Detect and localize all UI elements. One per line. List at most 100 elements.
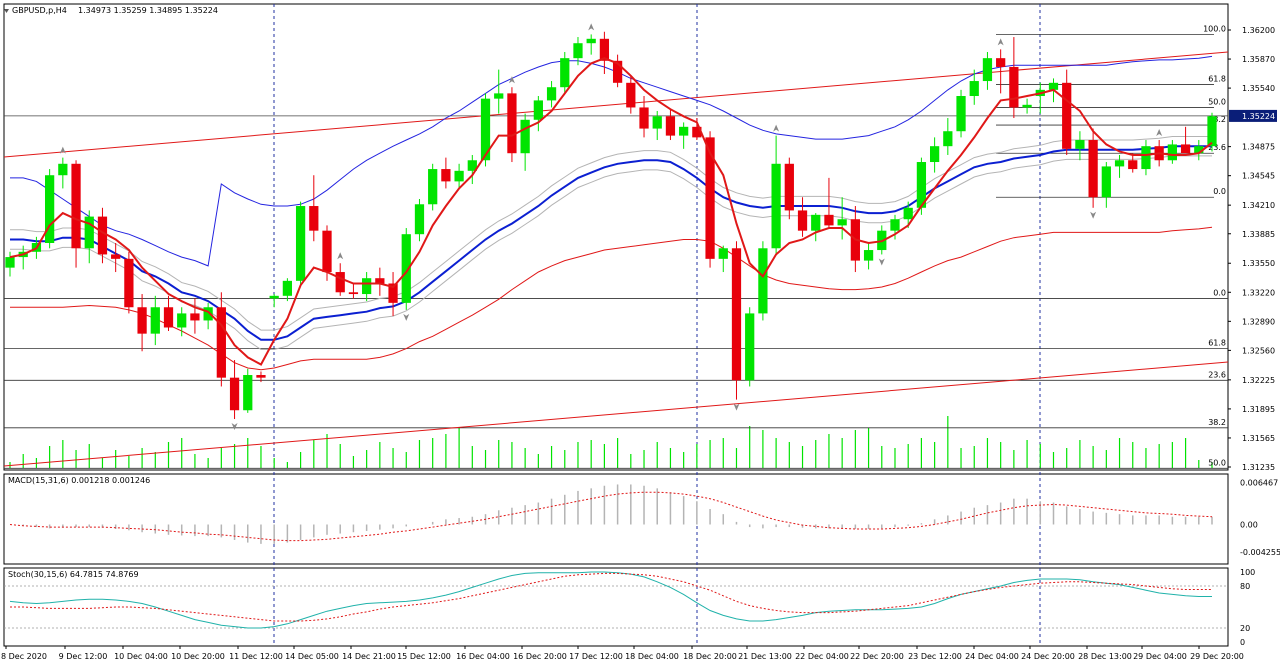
candle-bull xyxy=(573,43,583,59)
candle-bull xyxy=(480,98,491,161)
fractal-up-arrow-icon xyxy=(997,38,1004,46)
moving-average-red-line xyxy=(9,57,1213,366)
fibo-right-level-label: 23.6 xyxy=(1208,143,1226,152)
candle-bear xyxy=(1180,144,1191,154)
price-axis-label: 1.34210 xyxy=(1242,201,1275,210)
candle-bear xyxy=(190,313,200,321)
price-pane[interactable]: 0.0 61.8 23.6 38.2 50.0 100.0 61.8 50.0 38.2 23.6… xyxy=(4,23,1228,469)
macd-pane[interactable] xyxy=(9,484,1213,544)
candle-bull xyxy=(282,280,293,296)
time-axis-label: 11 Dec 12:00 xyxy=(229,652,283,661)
time-axis-label: 22 Dec 04:00 xyxy=(795,652,849,661)
candle-bull xyxy=(718,248,728,259)
fibo-right-level-label: 50.0 xyxy=(1208,97,1226,106)
candle-bull xyxy=(428,169,438,205)
time-axis-label: 14 Dec 05:00 xyxy=(285,652,339,661)
candle-bull xyxy=(84,216,94,249)
stochastic-signal-line xyxy=(10,572,1212,622)
fractal-up-arrow-icon xyxy=(337,252,344,260)
candle-bull xyxy=(1022,104,1032,108)
fibo-right-level-label: 38.2 xyxy=(1208,115,1226,124)
candle-bull xyxy=(758,248,768,314)
price-axis-label: 1.34875 xyxy=(1242,143,1275,152)
candle-bull xyxy=(982,58,993,82)
candle-bull xyxy=(903,207,913,220)
trendline-lower xyxy=(4,361,1228,467)
moving-average-blue-line xyxy=(10,145,1212,341)
time-axis-label: 24 Dec 20:00 xyxy=(1021,652,1075,661)
candle-bear xyxy=(441,169,451,182)
candle-bull xyxy=(771,163,781,249)
chart-ohlc-values: 1.34973 1.35259 1.34895 1.35224 xyxy=(78,6,218,15)
macd-axis-label: 0.006467 xyxy=(1240,479,1278,488)
current-price-text: 1.35224 xyxy=(1242,112,1275,121)
candle-bull xyxy=(652,116,662,129)
time-axis-label: 28 Dec 13:00 xyxy=(1078,652,1132,661)
fibo-left-level-label: 38.2 xyxy=(1208,418,1226,427)
stochastic-main-line xyxy=(9,571,1212,629)
candle-bull xyxy=(956,96,966,132)
fractal-down-arrow-icon xyxy=(878,258,885,266)
candle-bull xyxy=(150,307,160,334)
time-axis-label: 17 Dec 12:00 xyxy=(569,652,623,661)
candle-bear xyxy=(1009,66,1019,108)
candle-bear xyxy=(388,283,398,303)
candle-bear xyxy=(1088,140,1098,198)
candle-bear xyxy=(626,82,636,108)
candle-bull xyxy=(1194,146,1204,154)
current-price-tag xyxy=(1229,109,1277,122)
price-pane-border xyxy=(3,3,1229,471)
price-axis-label: 1.36200 xyxy=(1242,26,1275,35)
stochastic-axis-label: 20 xyxy=(1240,624,1250,633)
price-axis-label: 1.32890 xyxy=(1242,317,1275,326)
candle-bear xyxy=(71,163,81,249)
candle-bear xyxy=(996,58,1006,67)
candle-bull xyxy=(58,163,68,176)
candle-bear xyxy=(375,278,385,284)
stochastic-pane[interactable] xyxy=(4,571,1228,629)
time-axis-label: 29 Dec 20:00 xyxy=(1190,652,1244,661)
candle-bear xyxy=(731,248,742,381)
chart-menu-triangle-icon[interactable] xyxy=(4,9,9,13)
candle-bull xyxy=(546,87,557,101)
stochastic-axis-label: 0 xyxy=(1240,638,1245,647)
candle-bear xyxy=(692,126,702,138)
candle-bull xyxy=(269,295,279,299)
candle-bull xyxy=(811,214,821,231)
candle-bull xyxy=(243,375,253,411)
candle-bear xyxy=(599,38,610,61)
candle-bull xyxy=(863,250,874,261)
price-axis-label: 1.35870 xyxy=(1242,55,1275,64)
time-axis-label: 8 Dec 2020 xyxy=(1,652,47,661)
candle-bull xyxy=(837,219,847,226)
trendline-upper xyxy=(4,51,1228,158)
macd-pane-border xyxy=(3,473,1229,565)
candle-bull xyxy=(467,160,477,171)
fibo-right-level-label: 0.0 xyxy=(1213,187,1226,196)
stochastic-title: Stoch(30,15,6) 64.7815 74.8769 xyxy=(8,570,139,579)
fibo-left-level-label: 0.0 xyxy=(1213,288,1226,297)
fractal-up-arrow-icon xyxy=(508,76,515,84)
fractal-up-arrow-icon xyxy=(588,23,595,31)
fractal-up-arrow-icon xyxy=(773,124,780,132)
candle-bull xyxy=(45,175,55,243)
time-axis-label: 29 Dec 04:00 xyxy=(1133,652,1187,661)
fibo-left-level-label: 50.0 xyxy=(1208,458,1226,467)
candle-bull xyxy=(520,119,530,154)
candle-bear xyxy=(639,107,649,129)
candle-bull xyxy=(890,219,900,231)
candle-bull xyxy=(5,257,15,268)
candle-bull xyxy=(943,131,953,147)
candle-bear xyxy=(309,206,319,231)
candle-bear xyxy=(824,214,834,226)
price-axis-label: 1.33220 xyxy=(1242,288,1275,297)
candle-bear xyxy=(124,258,134,308)
time-axis-label: 9 Dec 12:00 xyxy=(59,652,108,661)
candle-bear xyxy=(612,60,623,83)
time-axis-label: 24 Dec 04:00 xyxy=(965,652,1019,661)
macd-signal-line xyxy=(9,491,1213,542)
candle-bear xyxy=(322,230,332,273)
time-axis-label: 14 Dec 21:00 xyxy=(342,652,396,661)
